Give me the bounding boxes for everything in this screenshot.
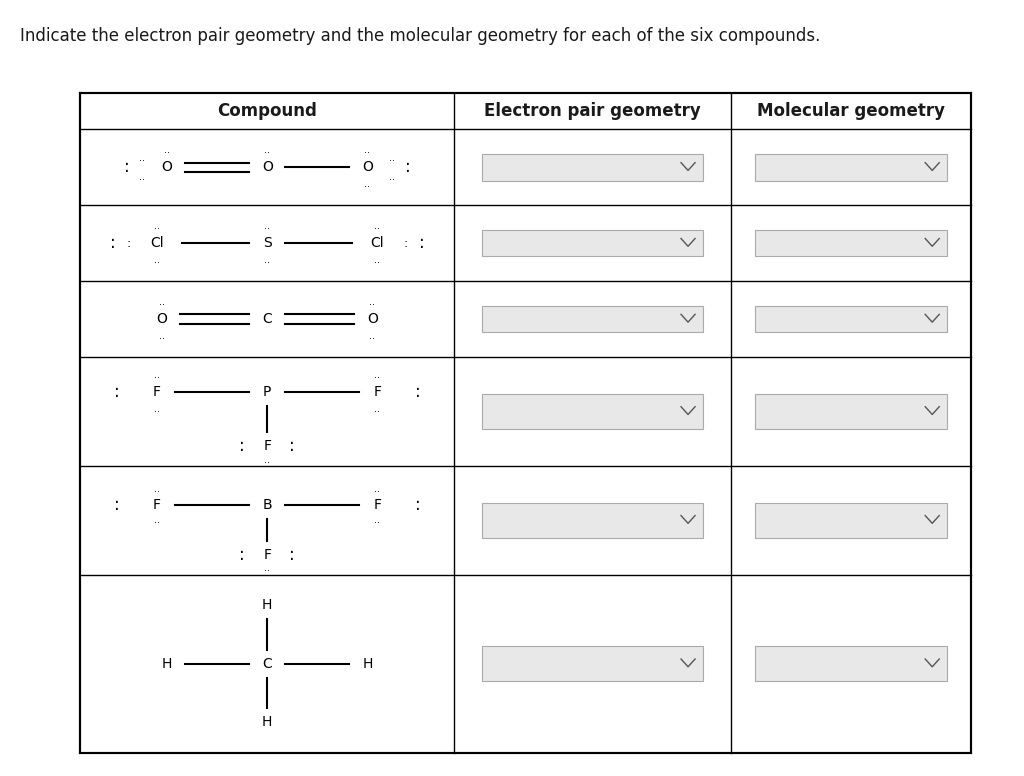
Text: :: :	[127, 237, 131, 250]
Text: C: C	[262, 312, 272, 326]
Text: :: :	[290, 546, 295, 564]
Text: B: B	[262, 497, 272, 511]
Text: ..: ..	[139, 171, 145, 182]
Text: F: F	[374, 497, 381, 511]
Text: Electron pair geometry: Electron pair geometry	[484, 102, 700, 120]
Text: :: :	[290, 438, 295, 456]
Text: F: F	[263, 439, 271, 453]
Text: :: :	[115, 383, 120, 401]
Bar	[482, 230, 703, 256]
Text: C: C	[262, 656, 272, 670]
Text: ..: ..	[375, 370, 380, 380]
Text: ..: ..	[264, 456, 270, 466]
Text: :: :	[403, 237, 408, 250]
Bar	[482, 306, 703, 332]
Text: ..: ..	[155, 370, 160, 380]
Text: O: O	[361, 161, 373, 175]
Bar	[755, 394, 947, 429]
Text: H: H	[162, 656, 172, 670]
Text: ..: ..	[155, 255, 160, 265]
Text: ..: ..	[370, 297, 376, 307]
Bar	[482, 646, 703, 681]
Bar	[482, 503, 703, 538]
Bar	[755, 646, 947, 681]
Text: :: :	[240, 546, 245, 564]
Text: Compound: Compound	[217, 102, 317, 120]
Text: F: F	[374, 385, 381, 399]
Text: Indicate the electron pair geometry and the molecular geometry for each of the s: Indicate the electron pair geometry and …	[20, 27, 820, 45]
Text: O: O	[162, 161, 173, 175]
Text: ..: ..	[155, 484, 160, 494]
Text: Cl: Cl	[151, 236, 164, 250]
Bar	[80, 93, 972, 753]
Bar	[755, 503, 947, 538]
Text: :: :	[115, 496, 120, 514]
Text: O: O	[367, 312, 378, 326]
Text: :: :	[240, 438, 245, 456]
Text: ..: ..	[139, 153, 145, 163]
Text: ..: ..	[365, 179, 371, 189]
Text: :: :	[404, 158, 411, 176]
Text: ..: ..	[264, 255, 270, 265]
Text: ..: ..	[375, 221, 380, 231]
Text: ..: ..	[264, 563, 270, 573]
Text: :: :	[415, 383, 420, 401]
Text: S: S	[263, 236, 271, 250]
Bar	[755, 230, 947, 256]
Text: ..: ..	[375, 484, 380, 494]
Text: :: :	[415, 496, 420, 514]
Text: ..: ..	[264, 221, 270, 231]
Text: ..: ..	[389, 153, 395, 163]
Text: ..: ..	[375, 515, 380, 525]
Text: ..: ..	[159, 297, 165, 307]
Bar	[755, 306, 947, 332]
Text: H: H	[362, 656, 373, 670]
Text: ..: ..	[164, 145, 170, 155]
Text: ..: ..	[155, 515, 160, 525]
Text: H: H	[262, 715, 272, 729]
Text: Cl: Cl	[371, 236, 384, 250]
Text: O: O	[157, 312, 168, 326]
Text: :: :	[111, 234, 116, 252]
Text: Molecular geometry: Molecular geometry	[757, 102, 945, 120]
Text: ..: ..	[375, 404, 380, 414]
Text: :: :	[124, 158, 130, 176]
Text: H: H	[262, 598, 272, 612]
Text: ..: ..	[264, 145, 270, 155]
Bar	[482, 154, 703, 181]
Text: O: O	[262, 161, 272, 175]
Text: F: F	[154, 385, 161, 399]
Text: ..: ..	[155, 221, 160, 231]
Text: ..: ..	[155, 404, 160, 414]
Text: :: :	[419, 234, 424, 252]
Bar	[482, 394, 703, 429]
Text: ..: ..	[159, 331, 165, 341]
Text: ..: ..	[375, 255, 380, 265]
Text: F: F	[154, 497, 161, 511]
Text: ..: ..	[370, 331, 376, 341]
Text: F: F	[263, 548, 271, 562]
Text: ..: ..	[389, 171, 395, 182]
Text: P: P	[263, 385, 271, 399]
Bar	[755, 154, 947, 181]
Text: ..: ..	[365, 145, 371, 155]
